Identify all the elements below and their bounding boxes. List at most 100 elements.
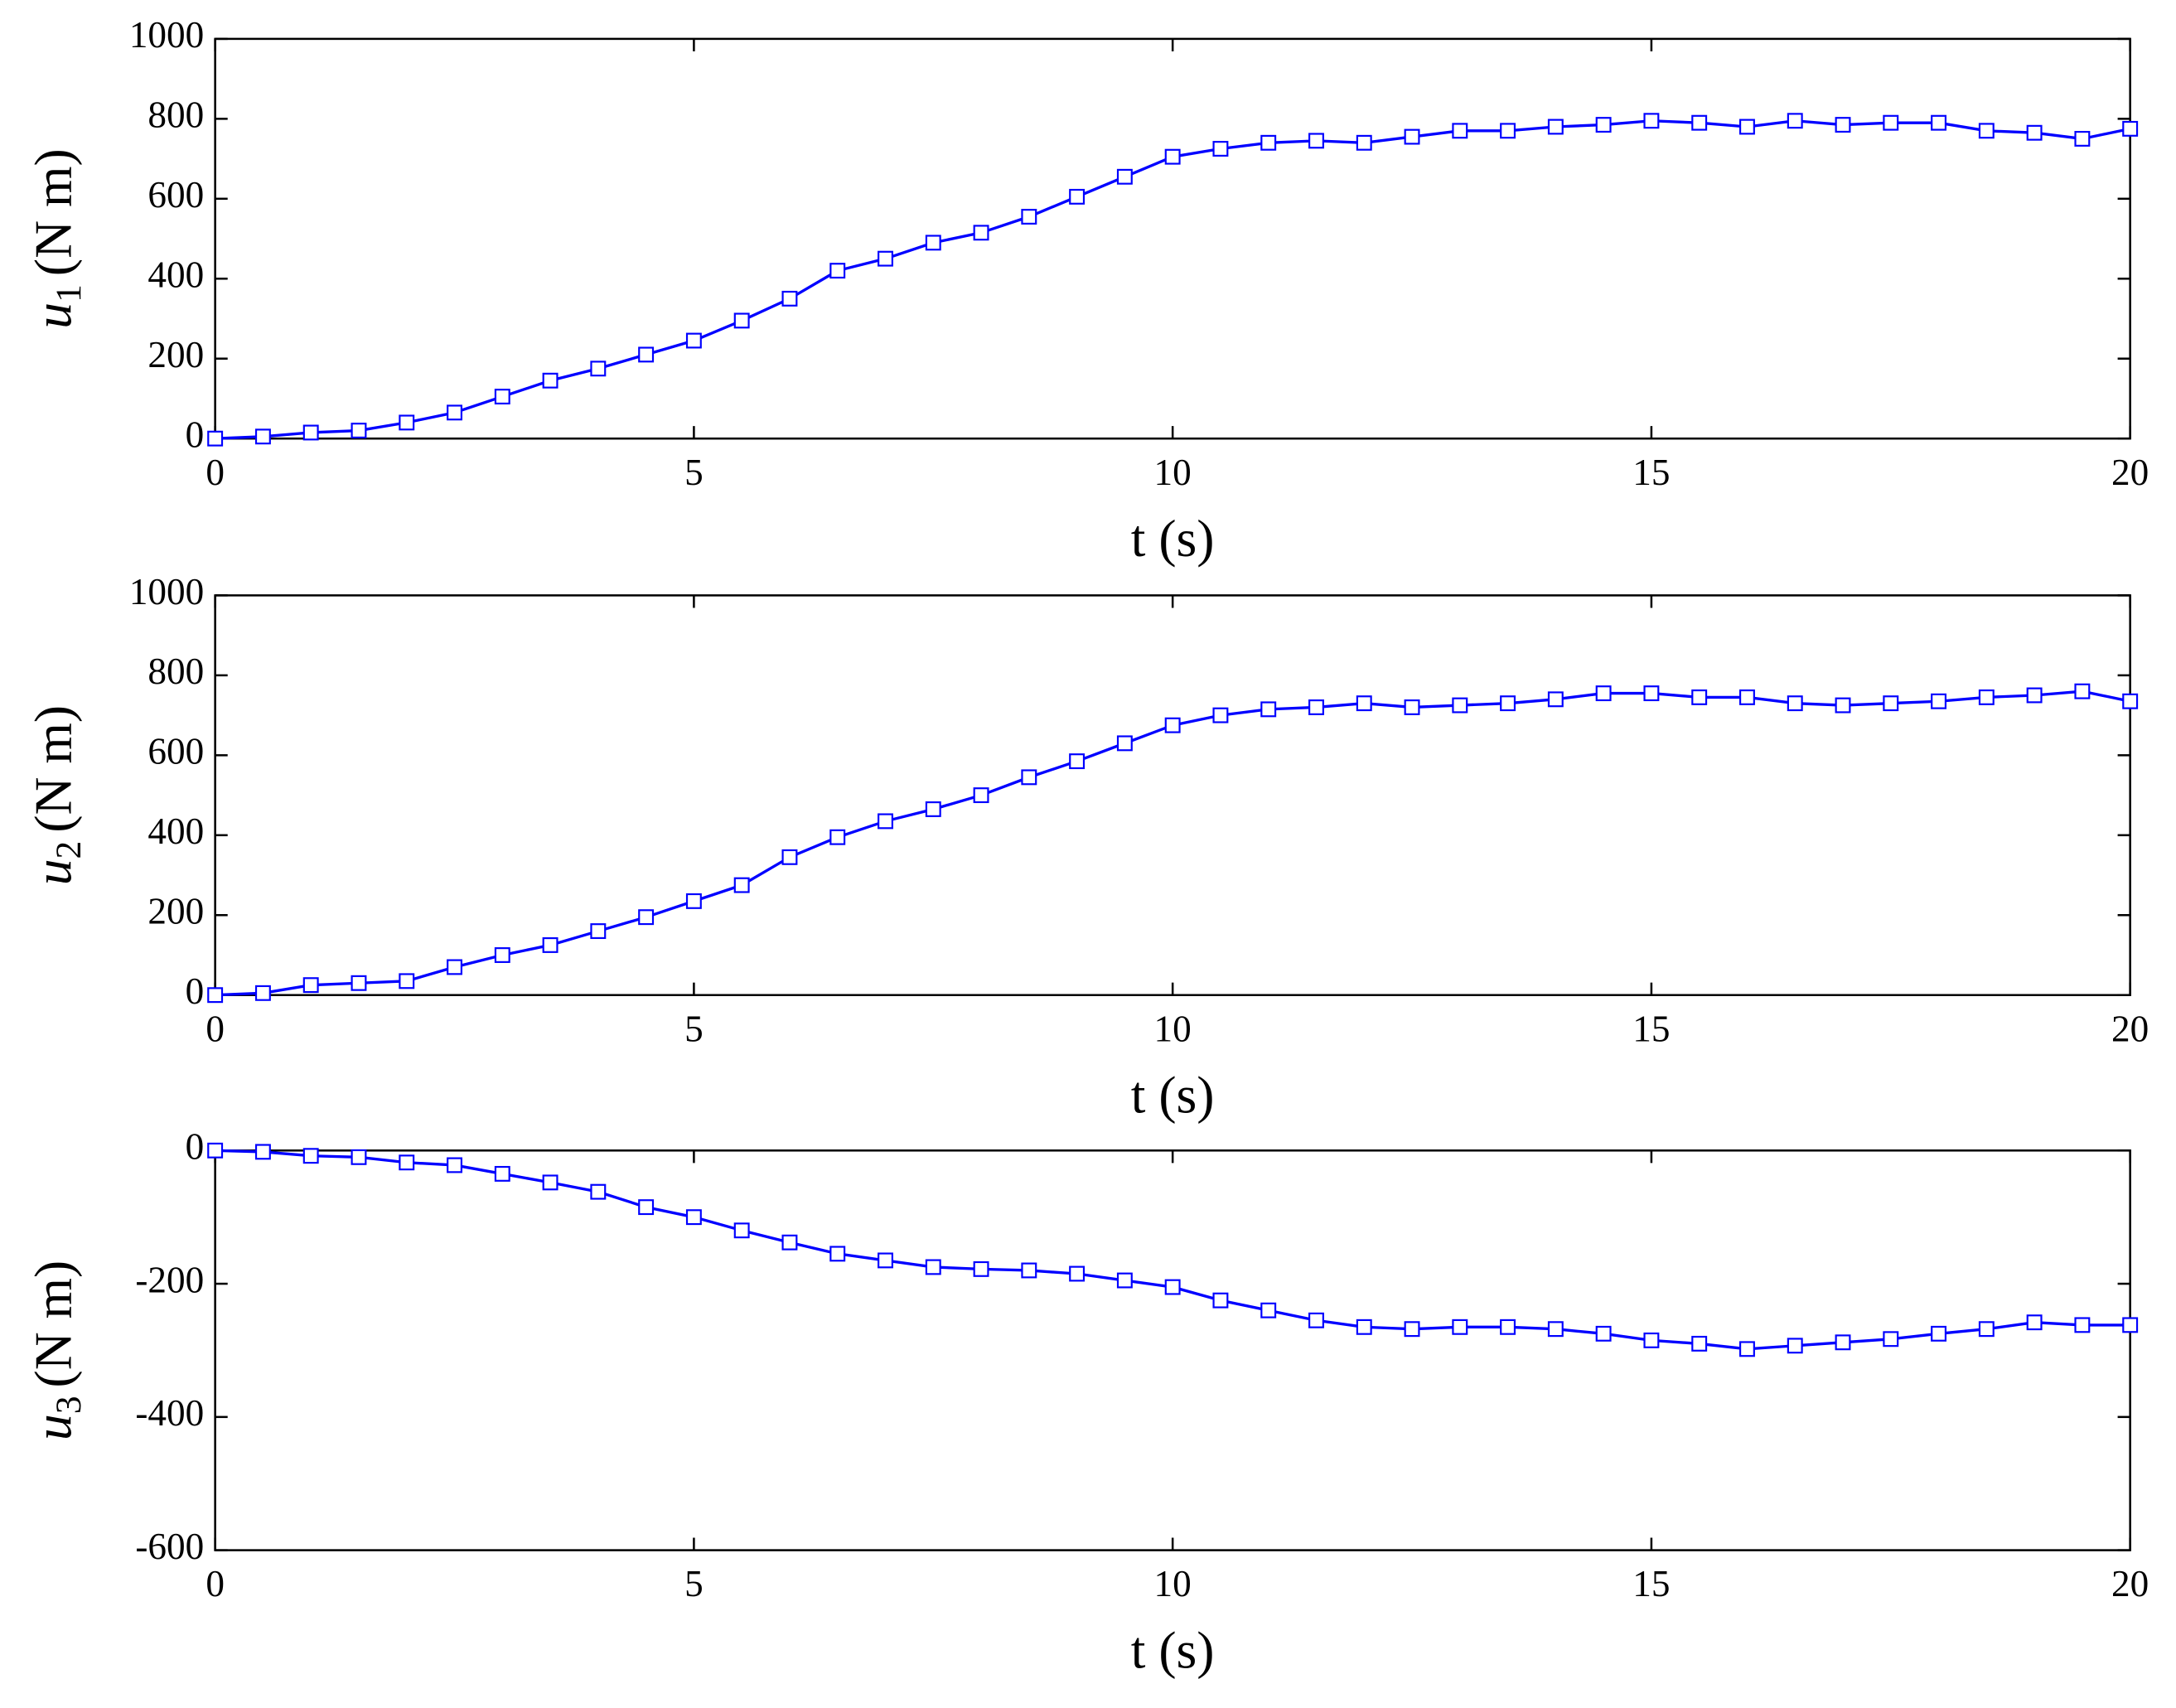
data-marker (1691, 689, 1708, 705)
data-marker (1978, 689, 1995, 705)
data-marker (638, 1199, 655, 1216)
x-axis-label: t (s) (1131, 1066, 1215, 1125)
data-marker (399, 973, 415, 989)
y-tick-label: -400 (135, 1392, 204, 1434)
data-marker (1164, 717, 1181, 733)
data-marker (1356, 695, 1372, 712)
x-tick-label: 0 (206, 1563, 225, 1604)
data-marker (494, 947, 510, 963)
data-marker (1835, 697, 1851, 714)
data-marker (254, 1144, 271, 1160)
data-marker (878, 1252, 893, 1269)
data-marker (302, 1148, 319, 1164)
data-marker (1069, 753, 1086, 770)
data-marker (1643, 113, 1660, 129)
x-tick-label: 20 (2111, 1563, 2149, 1604)
data-marker (781, 290, 798, 307)
data-marker (1643, 1332, 1660, 1348)
data-marker (733, 312, 750, 329)
x-tick-label: 20 (2111, 452, 2149, 493)
x-tick-label: 0 (206, 1008, 225, 1049)
data-marker (1787, 113, 1803, 129)
data-marker (351, 1149, 367, 1165)
data-marker (1931, 1325, 1947, 1342)
data-marker (1021, 769, 1037, 786)
y-label-symbol: u (23, 302, 82, 329)
data-marker (638, 909, 655, 926)
data-marker (1212, 141, 1229, 157)
plot-frame (214, 594, 2131, 996)
data-marker (1978, 123, 1995, 139)
data-marker (925, 1259, 941, 1275)
data-marker (1212, 707, 1229, 723)
data-marker (302, 977, 319, 994)
subplot: 0 5 10 15 20 -600 -400 -200 0 t (s) u3 (N m) (23, 1126, 2149, 1680)
data-marker (1883, 695, 1899, 712)
y-label-unit: (N m) (23, 1260, 82, 1388)
y-label-unit: (N m) (23, 705, 82, 833)
data-marker (1547, 1321, 1564, 1338)
data-marker (1500, 695, 1516, 712)
data-marker (1883, 1331, 1899, 1348)
data-marker (1739, 689, 1755, 705)
y-tick-label: 200 (147, 891, 204, 932)
data-marker (1835, 117, 1851, 133)
y-label-symbol: u (23, 1414, 82, 1440)
data-marker (1500, 1318, 1516, 1335)
y-label-subscript: 2 (49, 841, 89, 859)
y-tick-label: 0 (186, 970, 205, 1012)
x-tick-label: 10 (1154, 452, 1192, 493)
data-marker (1164, 148, 1181, 165)
data-marker (1452, 697, 1468, 714)
data-marker (1931, 693, 1947, 709)
data-marker (878, 250, 893, 267)
data-marker (733, 877, 750, 893)
data-marker (685, 1209, 702, 1226)
data-marker (1643, 685, 1660, 702)
data-marker (1931, 114, 1947, 131)
data-marker (447, 1157, 462, 1173)
data-marker (1978, 1321, 1995, 1338)
data-marker (2026, 687, 2043, 704)
data-marker (494, 1165, 510, 1182)
data-marker (2122, 1317, 2139, 1333)
data-marker (542, 372, 559, 389)
y-tick-label: 400 (147, 810, 204, 852)
data-marker (254, 985, 271, 1001)
data-marker (733, 1222, 750, 1239)
data-marker (351, 423, 367, 439)
y-axis-label: u1 (N m) (23, 148, 89, 328)
y-tick-label: 1000 (129, 14, 204, 56)
data-marker (685, 893, 702, 909)
data-marker (542, 936, 559, 953)
data-marker (1404, 128, 1420, 145)
data-marker (1356, 1318, 1372, 1335)
data-marker (829, 263, 846, 279)
data-marker (1116, 735, 1133, 752)
y-label-subscript: 1 (49, 284, 89, 302)
data-marker (1835, 1334, 1851, 1351)
data-marker (1021, 1262, 1037, 1279)
data-marker (1452, 1318, 1468, 1335)
x-tick-label: 15 (1632, 1008, 1670, 1049)
data-marker (1787, 695, 1803, 712)
data-marker (1500, 123, 1516, 139)
y-tick-label: 600 (147, 731, 204, 772)
data-marker (685, 332, 702, 349)
data-marker (1356, 134, 1372, 151)
x-tick-label: 15 (1632, 452, 1670, 493)
x-tick-label: 5 (684, 452, 704, 493)
data-marker (2122, 120, 2139, 137)
data-marker (781, 849, 798, 865)
x-axis-label: t (s) (1131, 509, 1215, 568)
data-marker (254, 428, 271, 445)
x-tick-label: 0 (206, 452, 225, 493)
data-marker (1547, 119, 1564, 135)
data-marker (1739, 119, 1755, 135)
data-marker (1595, 1325, 1612, 1342)
y-axis-label: u2 (N m) (23, 705, 89, 885)
data-marker (1691, 1335, 1708, 1352)
data-marker (781, 1234, 798, 1251)
y-label-subscript: 3 (49, 1396, 89, 1415)
data-marker (1069, 188, 1086, 205)
